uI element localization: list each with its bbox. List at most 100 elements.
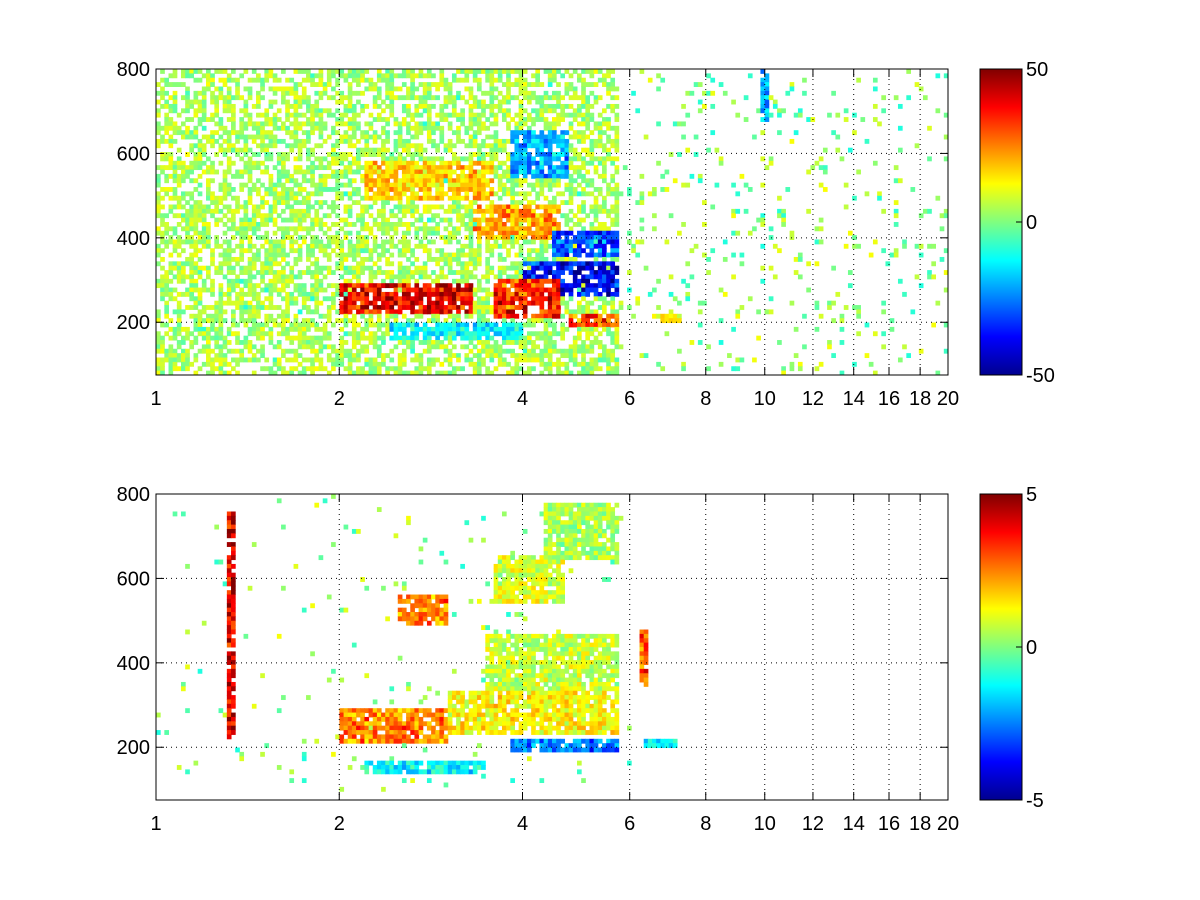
heatmap-cell [552,156,557,162]
heatmap-cell [201,235,207,240]
heatmap-cell [610,305,616,310]
heatmap-cell [218,357,224,363]
heatmap-cell [514,291,520,297]
heatmap-cell [310,77,315,83]
heatmap-cell [497,278,503,284]
heatmap-cell [306,103,311,109]
heatmap-cell [397,340,403,345]
heatmap-cell [610,270,616,275]
heatmap-cell [543,309,549,315]
heatmap-cell [385,270,390,275]
heatmap-cell [410,213,415,219]
heatmap-cell [610,235,616,240]
heatmap-cell [160,230,165,236]
heatmap-cell [531,200,536,206]
heatmap-cell [306,204,311,210]
heatmap-cell [472,169,478,175]
heatmap-cell [506,69,511,74]
heatmap-cell [468,134,474,140]
heatmap-cell [385,322,390,328]
heatmap-cell [439,112,445,118]
heatmap-cell [481,121,486,127]
heatmap-cell [243,69,249,74]
heatmap-cell [364,226,370,232]
heatmap-cell [381,248,386,254]
heatmap-cell [293,217,299,223]
heatmap-cell [476,99,482,105]
heatmap-cell [418,178,424,184]
heatmap-cell [501,243,507,249]
heatmap-cell [356,239,361,245]
heatmap-cell [168,335,174,341]
heatmap-cell [589,112,595,118]
heatmap-cell [201,331,207,337]
heatmap-cell [568,195,574,201]
heatmap-cell [193,313,199,319]
heatmap-cell [339,95,345,101]
heatmap-cell [226,130,232,136]
heatmap-cell [322,252,328,258]
heatmap-cell [414,226,420,232]
heatmap-cell [264,213,270,219]
heatmap-cell [539,108,545,114]
heatmap-cell [589,274,595,280]
heatmap-cell [193,261,199,267]
heatmap-cell [176,204,182,210]
heatmap-cell [543,226,549,232]
heatmap-cell [210,138,215,144]
heatmap-cell [506,335,511,341]
heatmap-cell [547,208,553,214]
heatmap-cell [172,195,178,201]
heatmap-cell [472,200,478,206]
heatmap-cell [472,69,478,74]
heatmap-cell [181,204,186,210]
heatmap-cell [522,256,528,262]
heatmap-cell [231,112,236,118]
heatmap-cell [218,86,224,92]
heatmap-cell [410,340,415,345]
heatmap-cell [164,348,170,354]
heatmap-cell [497,287,503,293]
heatmap-cell [306,69,311,74]
heatmap-cell [602,287,607,293]
heatmap-cell [310,291,315,297]
heatmap-cell [506,252,511,258]
heatmap-cell [389,261,395,267]
heatmap-cell [418,69,424,74]
heatmap-cell [497,305,503,310]
heatmap-cell [289,112,295,118]
heatmap-cell [276,117,282,122]
heatmap-cell [522,173,528,179]
heatmap-cell [351,243,357,249]
heatmap-cell [385,248,390,254]
heatmap-cell [318,326,324,332]
heatmap-cell [243,340,249,345]
heatmap-cell [468,160,474,166]
heatmap-cell [347,270,353,275]
heatmap-cell [281,252,286,258]
heatmap-cell [164,130,170,136]
heatmap-cell [522,86,528,92]
heatmap-cell [176,213,182,219]
heatmap-cell [510,191,515,197]
heatmap-cell [552,134,557,140]
heatmap-cell [552,344,557,350]
heatmap-cell [285,112,290,118]
heatmap-cell [597,204,603,210]
heatmap-cell [181,130,186,136]
heatmap-cell [602,195,607,201]
heatmap-cell [456,283,461,289]
heatmap-cell [218,296,224,302]
heatmap-cell [472,248,478,254]
heatmap-cell [506,173,511,179]
heatmap-cell [401,265,407,271]
heatmap-cell [347,243,353,249]
heatmap-cell [493,165,499,171]
heatmap-cell [264,305,270,310]
heatmap-cell [451,112,457,118]
heatmap-cell [343,366,349,372]
heatmap-cell [485,152,490,157]
heatmap-cell [156,248,161,254]
heatmap-cell [543,239,549,245]
heatmap-cell [343,256,349,262]
